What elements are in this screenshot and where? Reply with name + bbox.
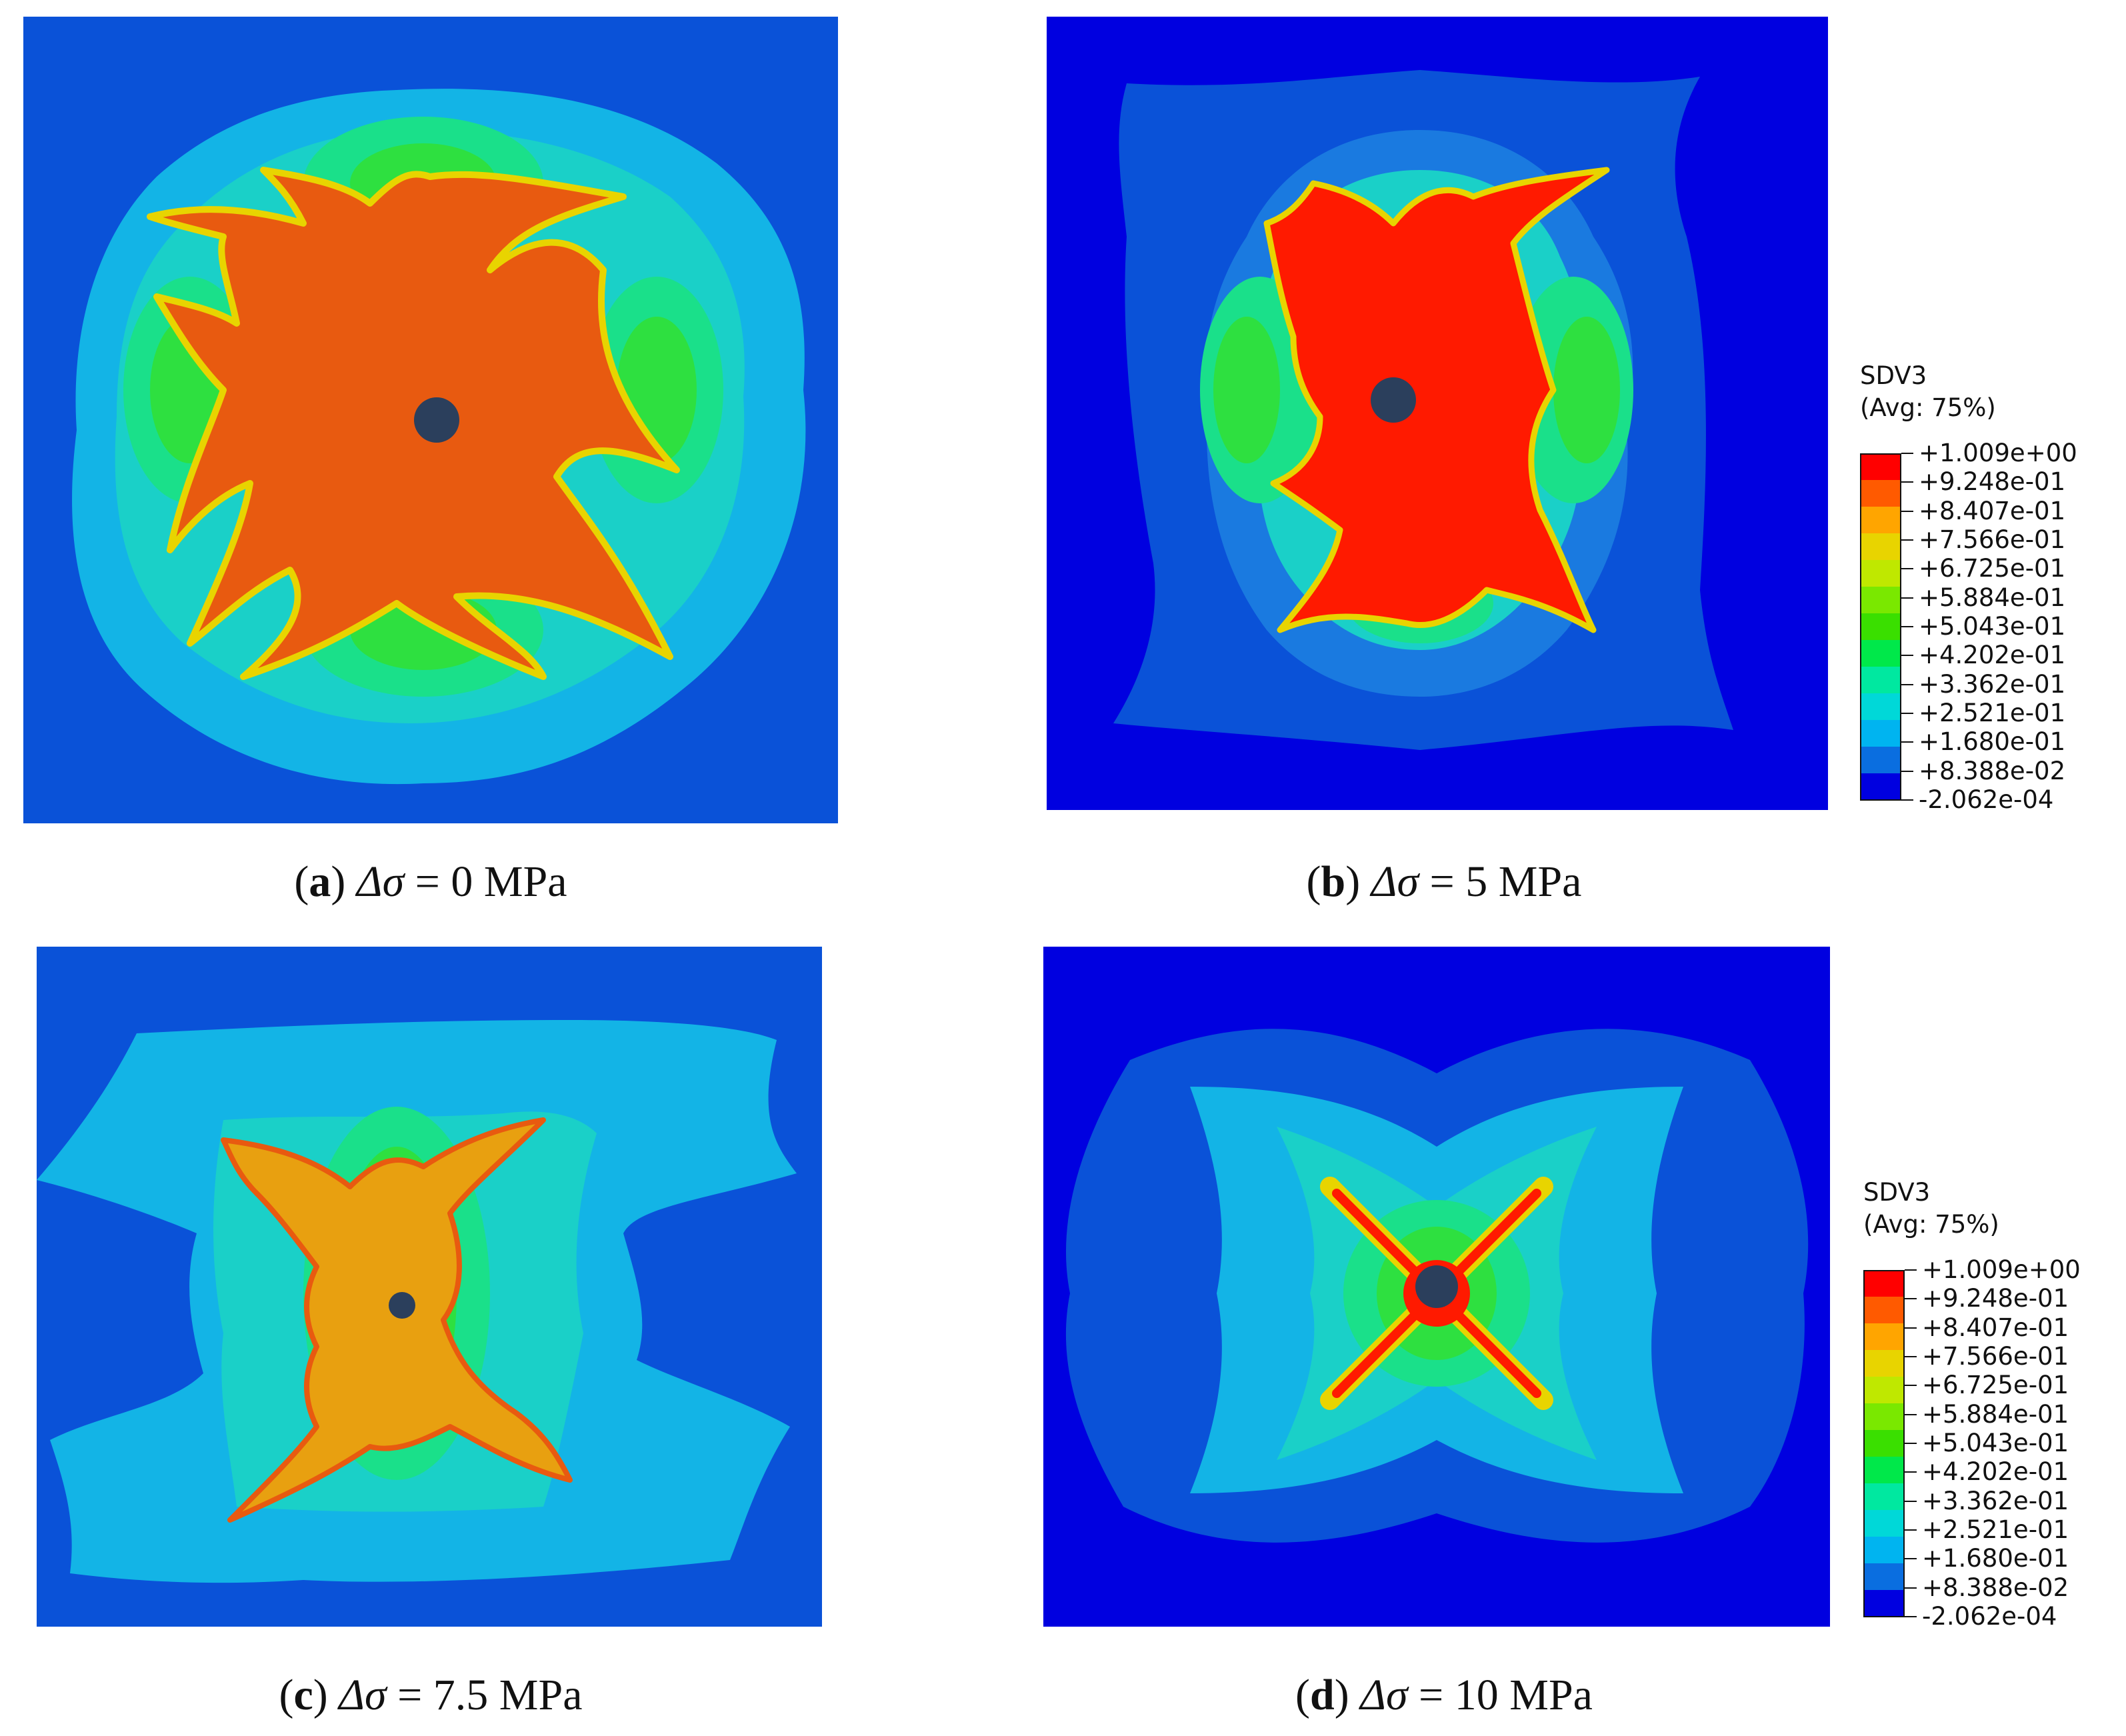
color-legend-bottom: SDV3 (Avg: 75%) +1.009e+00 +9.248e-01 +8.4… [1863,1177,2117,1637]
legend-swatch [1863,1537,1905,1564]
legend-label: +2.521e-01 [1919,699,2066,727]
legend-swatch [1863,1403,1905,1431]
legend-label: +8.388e-02 [1922,1573,2069,1602]
contour-panel-b [1047,17,1828,810]
legend-tick [1901,741,1913,743]
legend-label: +5.884e-01 [1919,583,2066,612]
legend-label: -2.062e-04 [1922,1602,2057,1631]
legend-tick [1905,1500,1917,1502]
legend-label: +3.362e-01 [1919,669,2066,699]
legend-swatch [1860,453,1901,481]
legend-tick [1905,1327,1917,1329]
legend-tick [1905,1587,1917,1589]
legend-swatch [1863,1350,1905,1377]
legend-subtitle: (Avg: 75%) [1860,393,1996,422]
legend-tick [1901,626,1913,627]
legend-swatch [1863,1510,1905,1537]
legend-tick [1901,568,1913,570]
legend-swatch [1860,560,1901,587]
legend-tick [1905,1356,1917,1357]
legend-swatch [1863,1377,1905,1404]
legend-tick [1901,683,1913,685]
legend-swatch [1863,1483,1905,1511]
legend-swatch [1860,720,1901,747]
contour-panel-d [1043,947,1830,1627]
legend-label: +1.680e-01 [1919,727,2066,757]
legend-tick [1905,1385,1917,1387]
legend-tick [1905,1413,1917,1415]
legend-tick [1901,713,1913,714]
legend-label: +8.407e-01 [1919,496,2066,525]
legend-swatch [1863,1297,1905,1324]
legend-label: +2.521e-01 [1922,1515,2069,1544]
legend-title: SDV3 [1860,361,1927,390]
legend-tick [1905,1298,1917,1300]
caption-a: (a) Δσ = 0 MPa [294,857,567,906]
contour-plot-a [23,17,838,823]
legend-label: +1.680e-01 [1922,1544,2069,1573]
legend-tick [1905,1269,1917,1271]
legend-colorbar-bottom [1863,1270,1905,1617]
legend-label: +5.884e-01 [1922,1399,2069,1429]
contour-panel-c [37,947,822,1627]
caption-c: (c) Δσ = 7.5 MPa [279,1671,583,1719]
legend-swatch [1863,1590,1905,1617]
legend-swatch [1863,1323,1905,1351]
caption-d: (d) Δσ = 10 MPa [1295,1671,1593,1719]
legend-label: +4.202e-01 [1919,641,2066,670]
legend-colorbar [1860,453,1901,801]
color-legend-top: SDV3 (Avg: 75%) +1.009e+00 +9.248e-01 +8.4… [1860,360,2113,820]
legend-label: +8.388e-02 [1919,756,2066,785]
legend-label: +1.009e+00 [1922,1255,2081,1284]
legend-swatch [1863,1430,1905,1457]
legend-tick [1901,510,1913,512]
legend-swatch [1863,1270,1905,1297]
legend-swatch [1860,773,1901,801]
legend-tick [1901,770,1913,772]
legend-label: +5.043e-01 [1919,612,2066,641]
legend-subtitle-bottom: (Avg: 75%) [1863,1210,1999,1239]
legend-label: -2.062e-04 [1919,785,2054,814]
legend-title-bottom: SDV3 [1863,1178,1931,1207]
legend-swatch [1860,693,1901,721]
contour-plot-d [1043,947,1830,1627]
legend-tick [1901,655,1913,657]
legend-tick [1905,1529,1917,1531]
legend-label: +9.248e-01 [1922,1284,2069,1313]
legend-tick [1905,1443,1917,1444]
legend-swatch [1860,480,1901,507]
legend-label: +7.566e-01 [1919,525,2066,554]
legend-tick [1905,1558,1917,1560]
contour-plot-c [37,947,822,1627]
contour-panel-a [23,17,838,823]
caption-b: (b) Δσ = 5 MPa [1306,857,1582,906]
legend-tick [1901,597,1913,599]
legend-swatch [1863,1563,1905,1591]
legend-label: +6.725e-01 [1919,554,2066,583]
legend-swatch [1860,640,1901,667]
legend-swatch [1863,1457,1905,1484]
legend-label: +8.407e-01 [1922,1313,2069,1342]
legend-label: +7.566e-01 [1922,1342,2069,1371]
legend-tick [1901,453,1913,454]
legend-swatch [1860,667,1901,694]
legend-swatch [1860,613,1901,641]
legend-swatch [1860,507,1901,534]
legend-tick [1905,1471,1917,1473]
legend-swatch [1860,747,1901,774]
legend-label: +6.725e-01 [1922,1371,2069,1400]
legend-tick [1901,481,1913,483]
contour-plot-b [1047,17,1828,810]
legend-label: +4.202e-01 [1922,1457,2069,1487]
legend-tick [1901,799,1913,801]
legend-label: +5.043e-01 [1922,1429,2069,1457]
legend-swatch [1860,533,1901,561]
legend-swatch [1860,587,1901,614]
legend-label: +3.362e-01 [1922,1486,2069,1515]
legend-tick [1905,1616,1917,1617]
legend-tick [1901,539,1913,541]
legend-label: +1.009e+00 [1919,439,2077,467]
legend-label: +9.248e-01 [1919,467,2066,497]
